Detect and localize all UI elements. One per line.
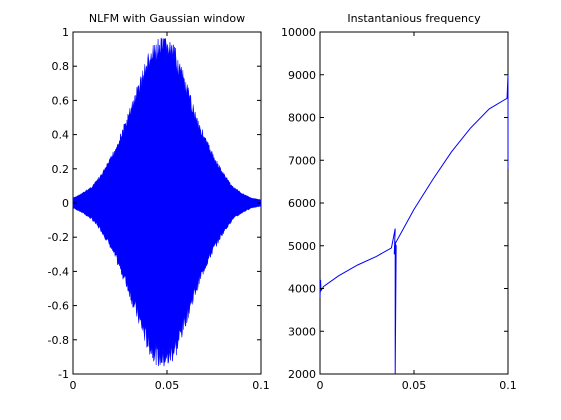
axes-frame: [319, 31, 509, 375]
y-tick-label: 6000: [288, 197, 316, 210]
y-tick-label: 2000: [288, 368, 316, 381]
y-tick-label: -0.8: [48, 334, 69, 347]
y-tick-label: -0.4: [48, 265, 69, 278]
signal-plot: [72, 37, 262, 367]
y-tick-label: 8000: [288, 112, 316, 125]
y-tick-label: 1: [62, 26, 69, 39]
y-tick-label: 0.2: [52, 163, 70, 176]
x-tick-label: 0.1: [499, 379, 517, 392]
tick-labels: 0 0.05 0.1 -1 -0.8 -0.6 -0.4 -0.2 0 0.2 0.4 0.6 0.8 1: [48, 26, 270, 392]
chart-frequency: 0 0.05 0.1 2000 3000 4000 5000 6000 7000 8000 9000…: [281, 12, 517, 392]
chart-title: NLFM with Gaussian window: [89, 12, 245, 25]
y-tick-label: -0.2: [48, 231, 69, 244]
y-tick-label: 10000: [281, 26, 316, 39]
x-tick-label: 0: [317, 379, 324, 392]
y-tick-label: -1: [58, 368, 69, 381]
y-tick-label: 3000: [288, 325, 316, 338]
y-tick-label: 0.4: [52, 129, 70, 142]
y-tick-label: 0.8: [52, 60, 70, 73]
y-tick-label: 0.6: [52, 94, 70, 107]
chart-title: Instantanious frequency: [347, 12, 481, 25]
y-tick-label: 0: [62, 197, 69, 210]
tick-labels: 0 0.05 0.1 2000 3000 4000 5000 6000 7000 8000 9000…: [281, 26, 517, 392]
y-tick-label: 5000: [288, 240, 316, 253]
y-tick-label: -0.6: [48, 300, 69, 313]
frequency-line: [319, 74, 509, 375]
x-tick-label: 0.05: [402, 379, 427, 392]
frequency-plot: [319, 74, 509, 375]
y-tick-label: 4000: [288, 283, 316, 296]
tick-marks: [72, 31, 262, 375]
signal-fill: [72, 37, 262, 367]
tick-marks: [319, 31, 509, 375]
chart-nlfm: 0 0.05 0.1 -1 -0.8 -0.6 -0.4 -0.2 0 0.2 0.4 0.6 0.8 1…: [48, 12, 270, 392]
x-tick-label: 0.05: [155, 379, 180, 392]
x-tick-label: 0: [70, 379, 77, 392]
x-tick-label: 0.1: [252, 379, 270, 392]
y-tick-label: 9000: [288, 69, 316, 82]
y-tick-label: 7000: [288, 154, 316, 167]
